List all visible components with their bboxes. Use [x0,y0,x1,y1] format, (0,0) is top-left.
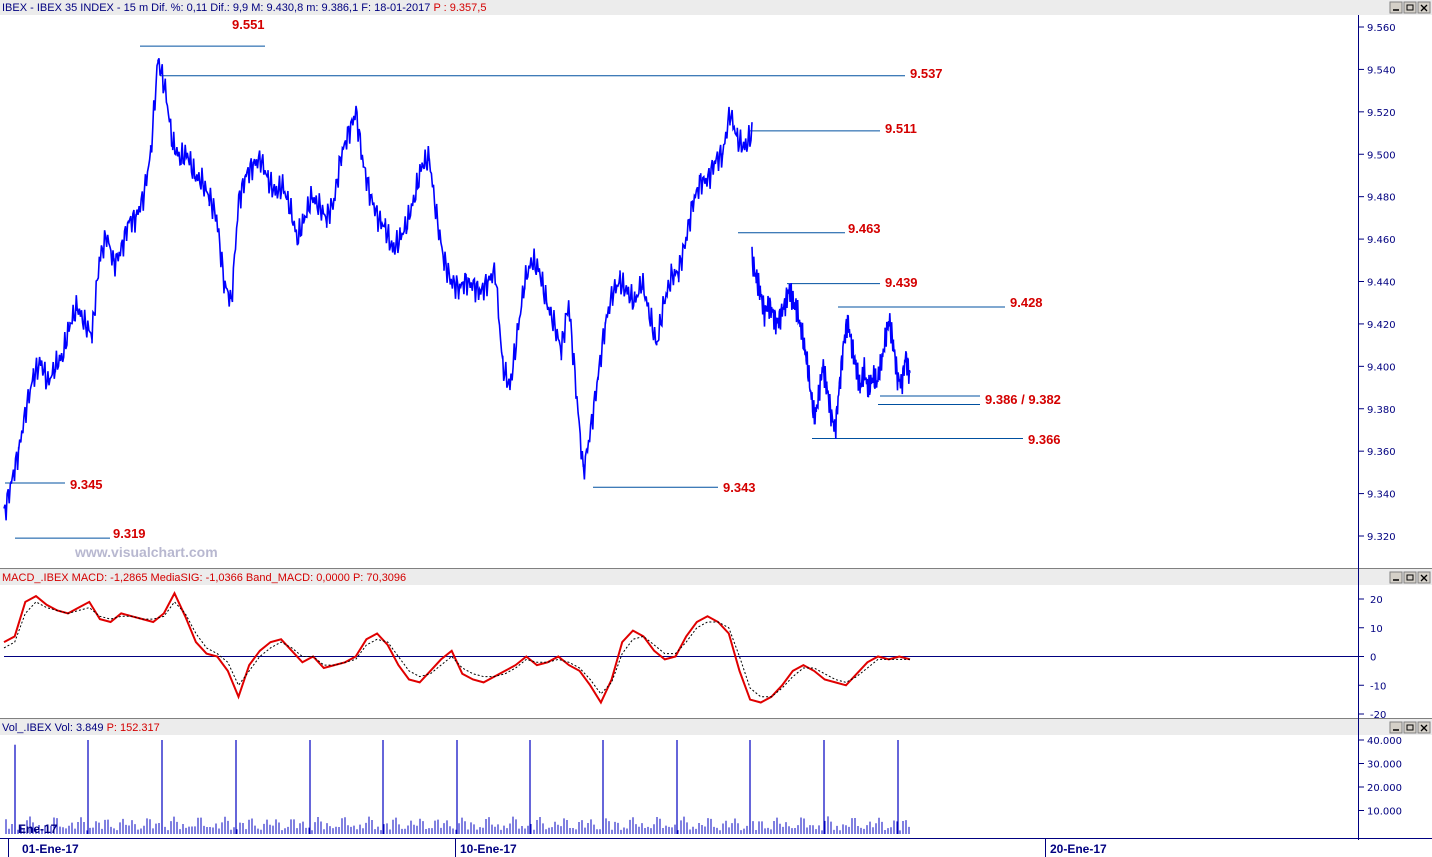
level-label: 9.428 [1010,295,1043,310]
volume-y-axis: 40.000 30.000 20.000 10.000 [1358,736,1402,818]
level-label: 9.343 [723,480,756,495]
price-tick-label: 9.420 [1367,320,1396,331]
macd-tick-label: -20 [1370,710,1386,721]
macd-y-axis: 20 10 0 -10 -20 [1358,595,1386,721]
level-label: 9.511 [885,121,917,136]
macd-line [3,591,911,705]
volume-header: Vol_.IBEX Vol: 3.849 P: 152.317 [2,722,160,734]
macd-header: MACD_.IBEX MACD: -1,2865 MediaSIG: -1,03… [2,572,406,584]
price-tick-label: 9.440 [1367,278,1396,289]
volume-window-buttons[interactable] [1389,721,1431,734]
x-label-1: 10-Ene-17 [460,842,517,856]
macd-tick-label: 10 [1370,624,1383,635]
price-tick-label: 9.340 [1367,490,1396,501]
macd-tick-label: -10 [1370,681,1386,692]
volume-tick-label: 40.000 [1367,736,1402,747]
level-label: 9.345 [70,477,103,492]
price-tick-label: 9.520 [1367,108,1396,119]
price-tick-label: 9.480 [1367,193,1396,204]
volume-tick-label: 10.000 [1367,807,1402,818]
macd-header-left: MACD_.IBEX MACD: -1,2865 MediaSIG: -1,03… [2,572,353,584]
level-label: 9.386 / 9.382 [985,392,1061,407]
x-axis: 01-Ene-17 10-Ene-17 20-Ene-17 [8,838,1107,857]
price-header-left: IBEX - IBEX 35 INDEX - 15 m Dif. %: 0,11… [2,2,433,14]
price-series-line-0 [3,57,753,521]
macd-tick-label: 0 [1370,653,1376,664]
macd-window-buttons[interactable] [1389,571,1431,584]
x-label-0: 01-Ene-17 [22,842,79,856]
volume-bars [5,740,910,834]
level-label: 9.537 [910,66,943,81]
price-tick-label: 9.460 [1367,235,1396,246]
volume-tick-label: 20.000 [1367,783,1402,794]
signal-line [3,601,910,698]
level-label: 9.463 [848,221,881,236]
price-tick-label: 9.500 [1367,150,1396,161]
price-tick-label: 9.380 [1367,405,1396,416]
level-label: 9.551 [232,17,265,32]
price-tick-label: 9.320 [1367,532,1396,543]
price-series [3,57,911,521]
price-header-right: P : 9.357,5 [433,2,486,14]
level-label: 9.366 [1028,432,1061,447]
price-levels: 9.551 9.537 9.511 9.463 9.439 9.428 9.386 / 9.… [5,17,1061,541]
macd-tick-label: 20 [1370,595,1383,606]
price-y-axis: 9.560 9.540 9.520 9.500 9.480 9.460 9.440 9.420… [1358,23,1396,543]
x-label-2: 20-Ene-17 [1050,842,1107,856]
level-label: 9.319 [113,526,146,541]
price-tick-label: 9.560 [1367,23,1396,34]
level-label: 9.439 [885,275,918,290]
macd-series [3,591,911,705]
volume-tick-label: 30.000 [1367,760,1402,771]
inner-month-label: Ene-17 [18,822,58,836]
volume-header-left: Vol_.IBEX Vol: 3.849 [2,722,107,734]
price-tick-label: 9.400 [1367,362,1396,373]
watermark: www.visualchart.com [74,544,218,560]
price-tick-label: 9.540 [1367,65,1396,76]
price-window-buttons[interactable] [1389,1,1431,14]
price-series-line-1 [751,246,911,439]
macd-header-right: P: 70,3096 [353,572,406,584]
price-tick-label: 9.360 [1367,447,1396,458]
volume-header-right: P: 152.317 [107,722,160,734]
price-header: IBEX - IBEX 35 INDEX - 15 m Dif. %: 0,11… [2,2,486,14]
